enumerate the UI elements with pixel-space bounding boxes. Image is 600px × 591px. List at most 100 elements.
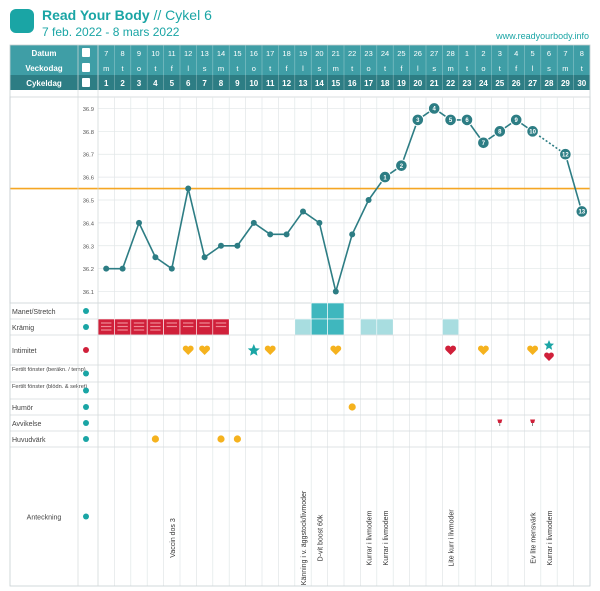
temp-point bbox=[234, 242, 241, 249]
emoji-face-icon bbox=[348, 403, 356, 411]
tick-cycleday-26: 27 bbox=[528, 79, 537, 88]
temp-point bbox=[103, 265, 110, 272]
tick-cycleday-7: 8 bbox=[219, 79, 224, 88]
tick-date-7: 14 bbox=[217, 49, 225, 58]
row-icon-cramp-icon bbox=[83, 324, 89, 330]
tick-cycleday-16: 17 bbox=[364, 79, 373, 88]
temp-point-label: 8 bbox=[498, 130, 502, 136]
tick-cycleday-28: 29 bbox=[561, 79, 570, 88]
temp-point-label: 6 bbox=[465, 118, 469, 124]
tick-weekday-27: s bbox=[547, 64, 551, 73]
tick-cycleday-23: 24 bbox=[479, 79, 488, 88]
tick-date-27: 6 bbox=[547, 49, 551, 58]
tick-weekday-17: t bbox=[384, 64, 387, 73]
temp-point-label: 7 bbox=[482, 141, 486, 147]
tick-cycleday-5: 6 bbox=[186, 79, 191, 88]
tick-cycleday-25: 26 bbox=[512, 79, 521, 88]
gold-heart-icon bbox=[477, 345, 489, 355]
temp-line-segment bbox=[532, 130, 566, 155]
tick-cycleday-15: 16 bbox=[348, 79, 357, 88]
temp-line-segment bbox=[253, 222, 271, 235]
ytick-label: 36.9 bbox=[83, 107, 94, 113]
temp-point-label: 3 bbox=[416, 118, 420, 124]
temp-point-numbered bbox=[559, 147, 572, 161]
brand-name: Read Your Body bbox=[42, 7, 150, 23]
row-icon-face-icon bbox=[83, 436, 89, 442]
wine-glass-icon bbox=[530, 419, 536, 423]
tick-weekday-0: m bbox=[103, 64, 109, 73]
row-label-fert2: Fertilt fönster (blödn. & sekret) bbox=[12, 384, 87, 390]
temp-point-numbered bbox=[575, 205, 589, 218]
temp-line-segment bbox=[318, 222, 337, 292]
tick-weekday-5: l bbox=[187, 64, 189, 73]
tick-date-21: 28 bbox=[446, 49, 454, 58]
row-icon-date bbox=[82, 48, 90, 57]
temp-point bbox=[136, 219, 142, 226]
note-text: Ev lite mensvärk bbox=[531, 512, 538, 564]
temp-line-segment bbox=[564, 154, 583, 212]
note-text: Känning i v. äggstock/livmoder bbox=[301, 490, 308, 585]
ytick-label: 36.5 bbox=[83, 199, 94, 205]
website-link[interactable]: www.readyourbody.info bbox=[496, 31, 589, 41]
tick-cycleday-27: 28 bbox=[545, 79, 554, 88]
tick-cycleday-3: 4 bbox=[153, 79, 158, 88]
tick-cycleday-12: 13 bbox=[299, 79, 308, 88]
temp-point bbox=[201, 254, 208, 261]
tick-weekday-6: s bbox=[203, 64, 207, 73]
red-heart-icon bbox=[445, 345, 457, 355]
temp-point bbox=[218, 242, 224, 249]
temp-point bbox=[349, 231, 356, 238]
tick-cycleday-1: 2 bbox=[120, 79, 125, 88]
emoji-face-icon bbox=[217, 435, 225, 443]
ytick-label: 36.6 bbox=[83, 176, 94, 182]
ytick-label: 36.1 bbox=[83, 290, 94, 296]
tick-weekday-21: m bbox=[447, 64, 453, 73]
tick-cycleday-8: 9 bbox=[235, 79, 240, 88]
tick-weekday-16: o bbox=[367, 64, 371, 73]
temp-point-label: 13 bbox=[578, 210, 585, 216]
red-heart-icon bbox=[544, 352, 554, 361]
row-label-fert1: Fertilt fönster (beräkn. / temp) bbox=[12, 367, 86, 373]
ytick-label: 36.3 bbox=[83, 244, 94, 250]
tick-date-20: 27 bbox=[430, 49, 438, 58]
cervical-cell-light bbox=[294, 318, 312, 336]
tick-weekday-12: l bbox=[302, 64, 304, 73]
temp-point-numbered bbox=[477, 136, 490, 150]
temp-point bbox=[185, 185, 192, 192]
tick-date-11: 18 bbox=[282, 49, 290, 58]
temp-line-segment bbox=[138, 222, 157, 258]
tick-date-8: 15 bbox=[233, 49, 241, 58]
tick-weekday-19: l bbox=[417, 64, 419, 73]
note-text: Kurrar i livmodem bbox=[547, 510, 554, 565]
temp-point-label: 5 bbox=[449, 118, 453, 124]
temp-line-segment bbox=[302, 210, 320, 224]
tick-date-1: 8 bbox=[121, 49, 125, 58]
tick-weekday-20: s bbox=[432, 64, 436, 73]
tick-cycleday-24: 25 bbox=[495, 79, 504, 88]
tick-weekday-28: m bbox=[562, 64, 568, 73]
note-text: Kurrar i livmodem bbox=[383, 510, 390, 565]
temp-point-numbered bbox=[444, 113, 457, 127]
notes-label: Anteckning bbox=[27, 515, 62, 522]
tick-weekday-26: l bbox=[532, 64, 534, 73]
row-label-mood: Humör bbox=[12, 405, 34, 412]
temp-line-segment bbox=[204, 245, 222, 258]
ytick-label: 36.2 bbox=[83, 267, 94, 273]
temp-line-segment bbox=[400, 119, 419, 166]
tick-weekday-29: t bbox=[581, 64, 584, 73]
tick-date-26: 5 bbox=[531, 49, 535, 58]
temp-point-numbered bbox=[509, 113, 523, 127]
tick-cycleday-6: 7 bbox=[202, 79, 207, 88]
tick-date-9: 16 bbox=[250, 49, 258, 58]
temp-point bbox=[365, 197, 372, 203]
tick-weekday-14: m bbox=[333, 64, 339, 73]
tick-cycleday-2: 3 bbox=[137, 79, 142, 88]
tick-cycleday-0: 1 bbox=[104, 79, 109, 88]
temp-point bbox=[119, 265, 126, 272]
tick-date-3: 10 bbox=[151, 49, 159, 58]
temp-point-numbered bbox=[493, 125, 507, 138]
tick-date-25: 4 bbox=[514, 49, 518, 58]
tick-cycleday-4: 5 bbox=[170, 79, 175, 88]
tick-cycleday-18: 19 bbox=[397, 79, 406, 88]
